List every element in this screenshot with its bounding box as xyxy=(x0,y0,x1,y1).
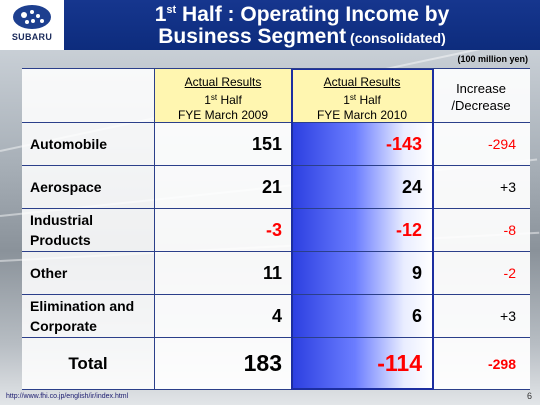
header-delta: Increase /Decrease xyxy=(432,68,530,123)
footer-url: http://www.fhi.co.jp/english/ir/index.ht… xyxy=(6,393,129,400)
page-title-line1: 1st Half : Operating Income by xyxy=(154,3,450,26)
row-label: Industrial Products xyxy=(22,209,154,252)
value-delta: -8 xyxy=(432,209,530,252)
row-label-text: Other xyxy=(30,265,68,281)
value-delta-text: +3 xyxy=(500,179,516,195)
value-fye2009-text: 151 xyxy=(251,133,282,154)
total-delta-text: -298 xyxy=(487,355,516,372)
value-fye2009: 11 xyxy=(154,252,292,295)
column-divider xyxy=(154,68,155,390)
total-label: Total xyxy=(22,338,154,390)
page-number: 6 xyxy=(526,391,532,401)
table-top-border xyxy=(22,68,530,69)
total-label-text: Total xyxy=(68,353,108,373)
value-fye2009: 151 xyxy=(154,123,292,166)
brand-name: SUBARU xyxy=(11,32,53,42)
value-fye2010: 6 xyxy=(292,295,432,338)
row-label-text: Aerospace xyxy=(30,179,102,195)
subaru-emblem-icon xyxy=(13,5,51,29)
header-corner xyxy=(22,68,154,123)
value-fye2010-text: 24 xyxy=(401,176,422,197)
total-fye2009: 183 xyxy=(154,338,292,390)
value-delta: -294 xyxy=(432,123,530,166)
value-fye2010-text: -143 xyxy=(385,133,422,154)
value-delta: -2 xyxy=(432,252,530,295)
value-fye2010-text: -12 xyxy=(395,219,422,240)
value-fye2009-text: 11 xyxy=(262,262,282,283)
value-delta: +3 xyxy=(432,295,530,338)
header-fye2009: Actual Results 1st Half FYE March 2009 xyxy=(154,68,292,123)
value-fye2009-text: 4 xyxy=(271,305,282,326)
row-label: Aerospace xyxy=(22,166,154,209)
value-fye2009-text: 21 xyxy=(261,176,282,197)
value-fye2009: -3 xyxy=(154,209,292,252)
row-label-text: Automobile xyxy=(30,136,107,152)
value-fye2010: 9 xyxy=(292,252,432,295)
value-fye2010-text: 9 xyxy=(411,262,422,283)
total-fye2009-text: 183 xyxy=(243,350,282,376)
row-label-text: Elimination and Corporate xyxy=(30,298,135,334)
total-fye2010: -114 xyxy=(292,338,432,390)
row-label: Automobile xyxy=(22,123,154,166)
value-fye2010: 24 xyxy=(292,166,432,209)
row-label: Other xyxy=(22,252,154,295)
value-delta: +3 xyxy=(432,166,530,209)
unit-note: (100 million yen) xyxy=(457,54,528,64)
segment-table: Actual Results 1st Half FYE March 2009 A… xyxy=(22,68,530,390)
header-bar: SUBARU 1st Half : Operating Income by Bu… xyxy=(0,0,540,50)
value-fye2010-text: 6 xyxy=(411,305,422,326)
value-fye2009: 4 xyxy=(154,295,292,338)
column-divider xyxy=(432,68,433,390)
value-delta-text: -294 xyxy=(487,136,516,152)
value-fye2009-text: -3 xyxy=(265,219,282,240)
value-delta-text: +3 xyxy=(500,308,516,324)
total-fye2010-text: -114 xyxy=(377,350,422,376)
logo: SUBARU xyxy=(0,0,64,50)
row-label: Elimination and Corporate xyxy=(22,295,154,338)
value-delta-text: -2 xyxy=(503,265,516,281)
value-delta-text: -8 xyxy=(503,222,516,238)
value-fye2009: 21 xyxy=(154,166,292,209)
value-fye2010: -143 xyxy=(292,123,432,166)
page-title-line2: Business Segment (consolidated) xyxy=(158,25,446,48)
total-delta: -298 xyxy=(432,338,530,390)
row-label-text: Industrial Products xyxy=(30,212,94,248)
title-band: 1st Half : Operating Income by Business … xyxy=(64,0,540,50)
header-fye2010: Actual Results 1st Half FYE March 2010 xyxy=(292,68,432,123)
value-fye2010: -12 xyxy=(292,209,432,252)
